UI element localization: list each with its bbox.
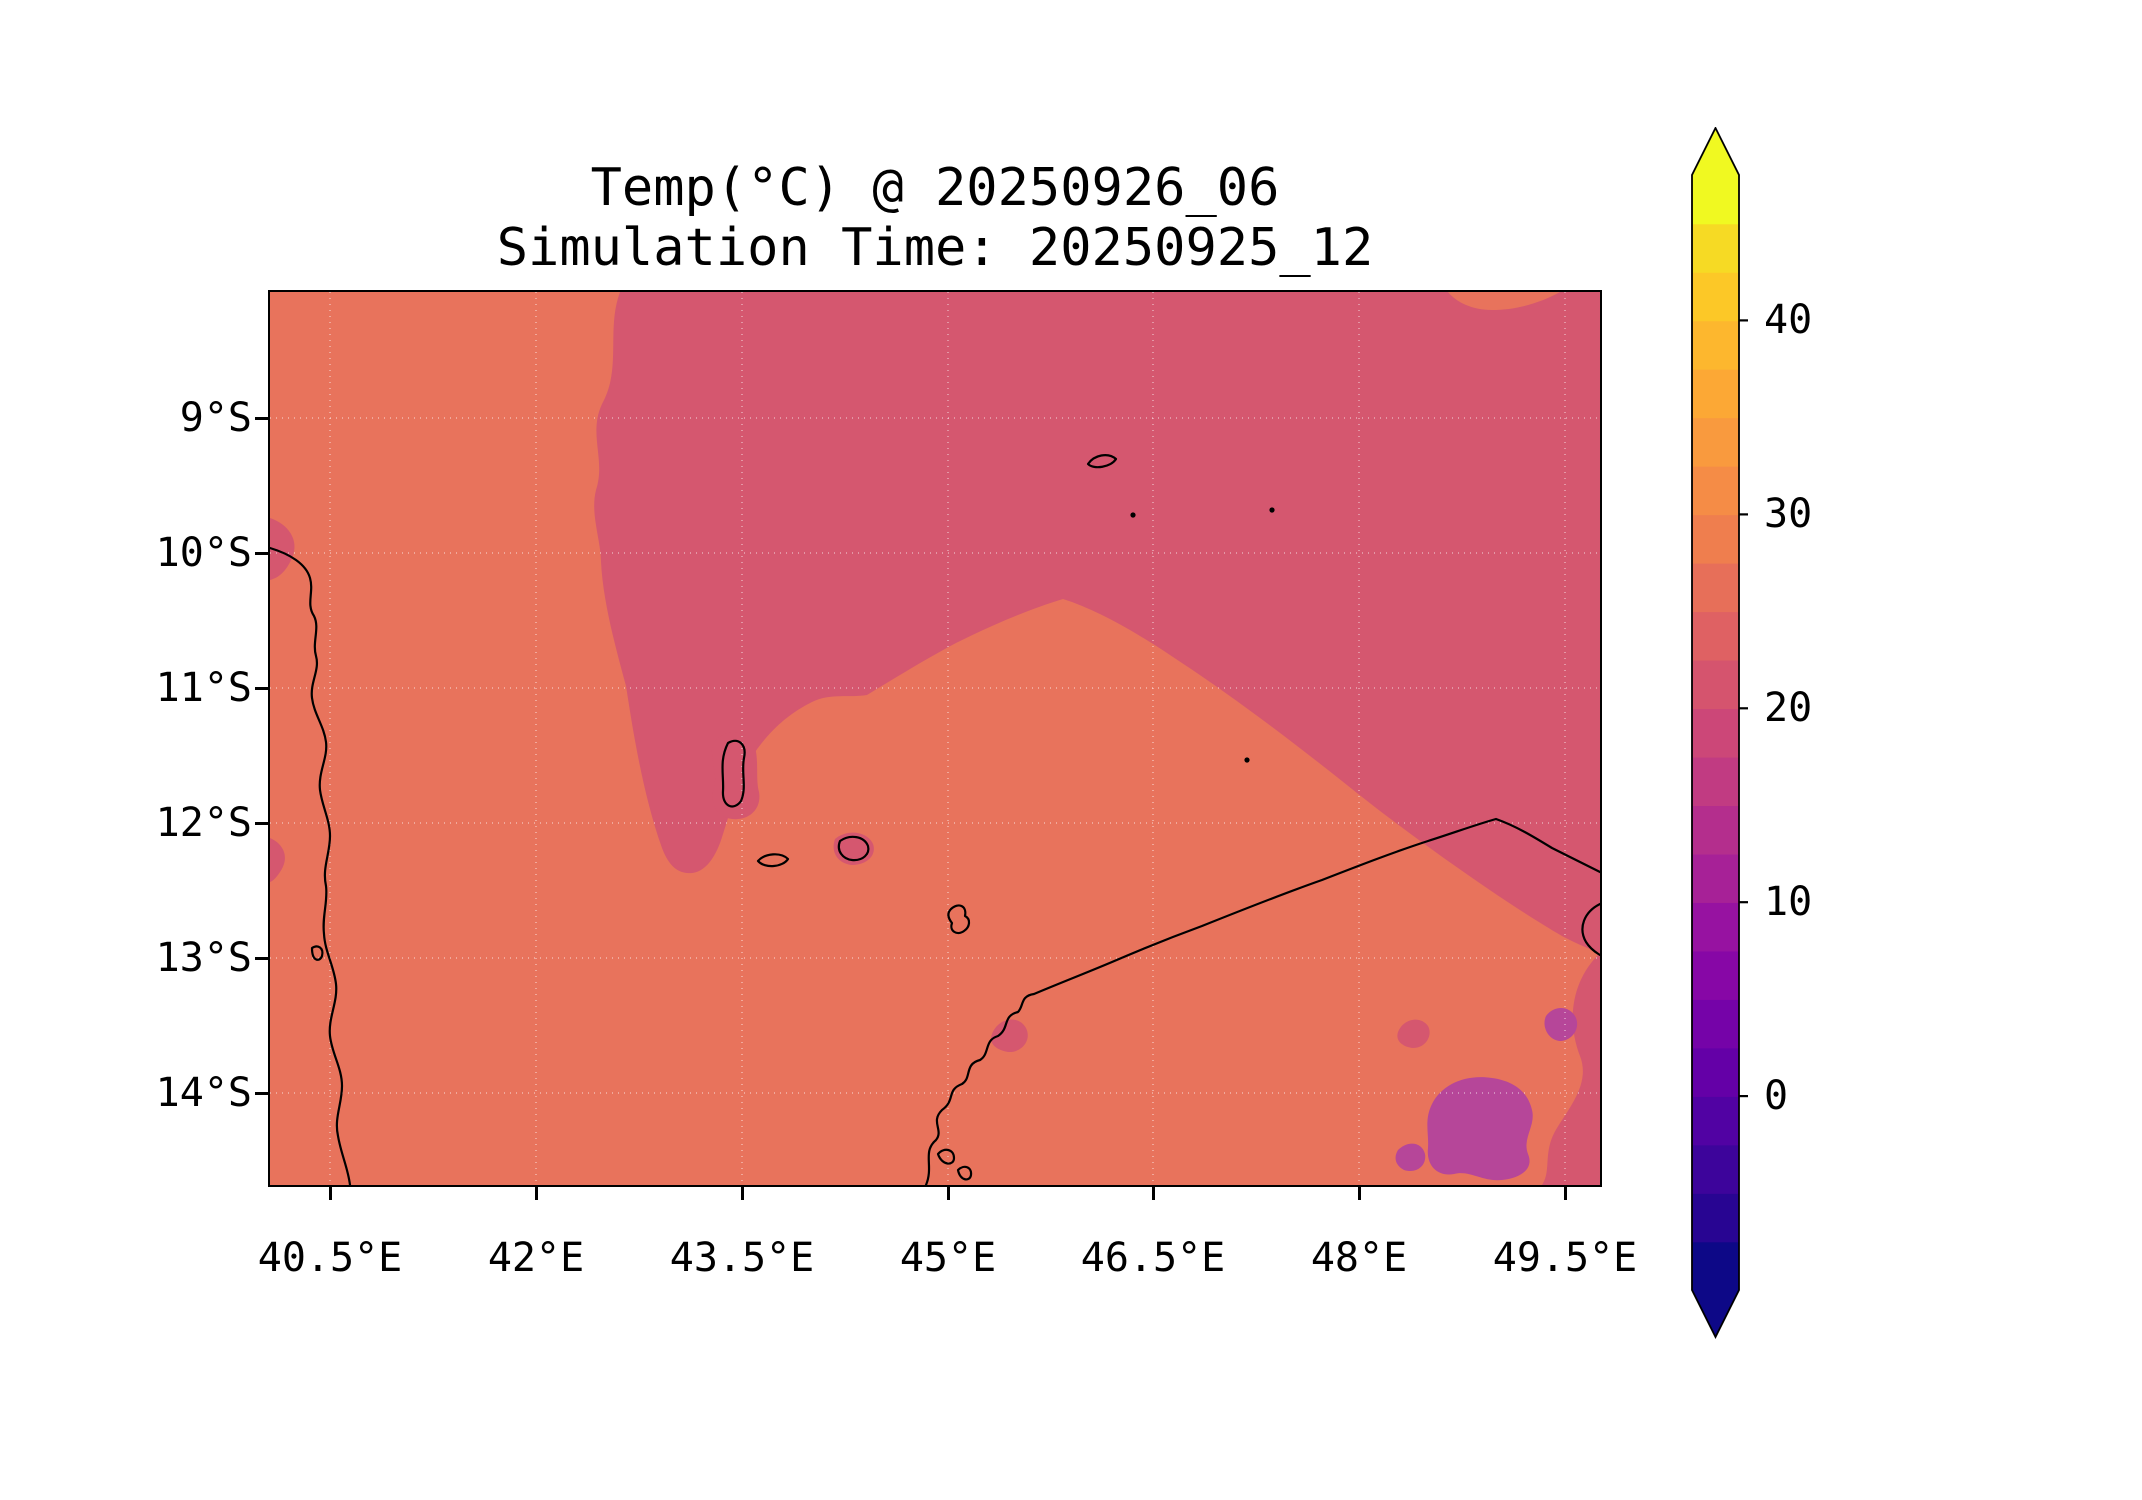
colorbar-band (1692, 417, 1739, 467)
colorbar-tick-label: 30 (1764, 491, 1813, 537)
colorbar-bands (1692, 175, 1739, 1291)
colorbar-band (1692, 223, 1739, 273)
map-canvas (270, 292, 1600, 1185)
x-tick-mark (329, 1187, 332, 1200)
colorbar-band (1692, 611, 1739, 661)
x-tick-label: 43.5°E (669, 1235, 815, 1281)
x-tick-label: 40.5°E (257, 1235, 403, 1281)
y-tick-mark (255, 687, 268, 690)
x-tick-label: 48°E (1310, 1235, 1408, 1281)
coastline-africa-islet (310, 945, 324, 961)
coastline-grande-comore (721, 739, 746, 808)
colorbar-band (1692, 659, 1739, 710)
coastlines (270, 454, 1600, 1185)
colorbar-outline (1691, 127, 1740, 1340)
colorbar-tick-label: 40 (1764, 297, 1813, 343)
x-tick-mark (1152, 1187, 1155, 1200)
coastline-moheli (756, 853, 790, 868)
coastline-nosy-island-2 (956, 1165, 973, 1181)
title-block: Temp(°C) @ 20250926_06 Simulation Time: … (268, 158, 1602, 278)
colorbar-band (1692, 902, 1739, 952)
x-tick-mark (741, 1187, 744, 1200)
colorbar-tick-marks (1739, 319, 1748, 1098)
colorbar-band (1692, 1096, 1739, 1146)
region-cool-northeast (594, 292, 1600, 953)
region-warm-notch-top (1448, 292, 1560, 310)
region-highland-arm (1395, 1143, 1426, 1172)
colorbar-tick-label: 0 (1764, 1073, 1789, 1119)
x-tick-label: 49.5°E (1492, 1235, 1638, 1281)
colorbar-band (1692, 756, 1739, 807)
colorbar-band (1692, 175, 1739, 225)
islet-dots (1130, 507, 1275, 763)
colorbar-band (1692, 1241, 1739, 1291)
colorbar-band (1692, 1047, 1739, 1097)
coastline-nosy-island-1 (936, 1148, 956, 1165)
y-tick-mark (255, 1092, 268, 1095)
islet-dot-2 (1269, 507, 1275, 513)
colorbar-band (1692, 805, 1739, 855)
coastline-glorioso (1086, 454, 1118, 469)
x-tick-label: 42°E (487, 1235, 585, 1281)
colorbar-under-arrow (1692, 1290, 1739, 1338)
colorbar (1691, 127, 1748, 1340)
colorbar-tick-label: 10 (1764, 879, 1813, 925)
region-cool-coastal-patch-2 (1397, 1019, 1430, 1048)
y-tick-label: 9°S (179, 395, 252, 441)
y-tick-mark (255, 822, 268, 825)
plot-title: Temp(°C) @ 20250926_06 (590, 158, 1280, 218)
islet-dot-3 (1244, 757, 1250, 763)
islet-dot-1 (1130, 512, 1136, 518)
x-tick-mark (1564, 1187, 1567, 1200)
y-tick-label: 14°S (155, 1070, 252, 1116)
colorbar-tick-label: 20 (1764, 685, 1813, 731)
y-tick-mark (255, 957, 268, 960)
x-tick-label: 46.5°E (1080, 1235, 1226, 1281)
x-tick-mark (947, 1187, 950, 1200)
y-tick-label: 11°S (155, 665, 252, 711)
y-tick-label: 10°S (155, 530, 252, 576)
x-tick-mark (535, 1187, 538, 1200)
y-tick-mark (255, 552, 268, 555)
colorbar-band (1692, 514, 1739, 564)
coastline-madagascar (924, 817, 1600, 1185)
coastline-africa (270, 546, 352, 1185)
coastline-mayotte (947, 904, 971, 935)
y-tick-mark (255, 417, 268, 420)
colorbar-band (1692, 1193, 1739, 1243)
region-cool-right-edge (1542, 953, 1600, 1185)
colorbar-band (1692, 708, 1739, 758)
coastline-madagascar-bay (1581, 902, 1600, 957)
colorbar-band (1692, 368, 1739, 419)
colorbar-band (1692, 1144, 1739, 1194)
colorbar-band (1692, 562, 1739, 613)
x-tick-label: 45°E (899, 1235, 997, 1281)
region-cool-west-sliver-1 (270, 518, 295, 580)
map-plot-area (268, 290, 1602, 1187)
colorbar-band (1692, 999, 1739, 1049)
region-highland-small (1544, 1007, 1578, 1041)
x-tick-mark (1358, 1187, 1361, 1200)
y-tick-label: 13°S (155, 935, 252, 981)
colorbar-over-arrow (1692, 127, 1739, 175)
colorbar-band (1692, 320, 1739, 370)
colorbar-band (1692, 853, 1739, 903)
colorbar-band (1692, 465, 1739, 516)
colorbar-band (1692, 950, 1739, 1000)
coastline-anjouan (837, 835, 870, 862)
colorbar-band (1692, 271, 1739, 322)
region-cool-west-sliver-2 (270, 838, 285, 882)
region-cool-coastal-patch-1 (991, 1019, 1028, 1053)
plot-subtitle: Simulation Time: 20250925_12 (496, 218, 1374, 278)
y-tick-label: 12°S (155, 800, 252, 846)
region-highland-main (1427, 1077, 1533, 1181)
